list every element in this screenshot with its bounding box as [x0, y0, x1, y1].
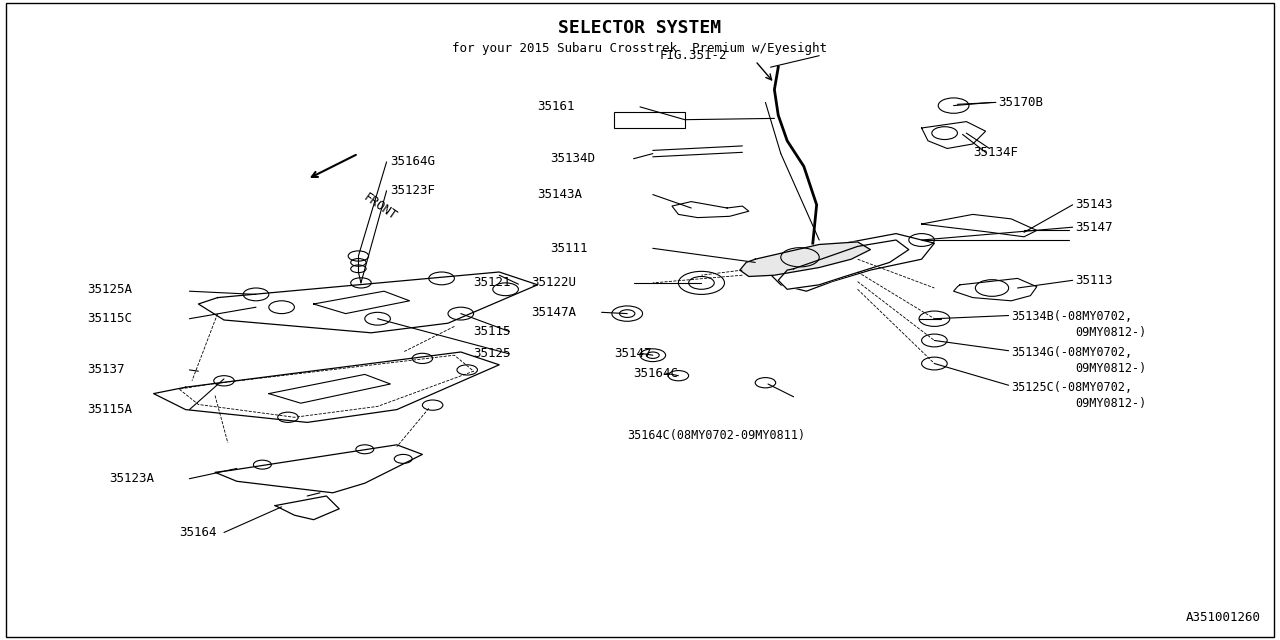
- Text: 35164C: 35164C: [634, 367, 678, 380]
- Text: 35164: 35164: [179, 526, 216, 539]
- Text: 35122U: 35122U: [531, 276, 576, 289]
- Text: 35111: 35111: [550, 242, 588, 255]
- Polygon shape: [778, 240, 909, 289]
- Text: 35115: 35115: [474, 325, 511, 338]
- Text: 35137: 35137: [87, 364, 124, 376]
- Text: 35121: 35121: [474, 276, 511, 289]
- Text: 35147A: 35147A: [531, 306, 576, 319]
- Text: SELECTOR SYSTEM: SELECTOR SYSTEM: [558, 19, 722, 37]
- Text: FRONT: FRONT: [361, 191, 399, 223]
- Text: 35125: 35125: [474, 348, 511, 360]
- Text: 35134B(-08MY0702,: 35134B(-08MY0702,: [1011, 310, 1133, 323]
- Text: 35143A: 35143A: [538, 188, 582, 201]
- Text: 35147: 35147: [1075, 221, 1112, 234]
- Text: for your 2015 Subaru Crosstrek  Premium w/Eyesight: for your 2015 Subaru Crosstrek Premium w…: [453, 42, 827, 54]
- Text: 35113: 35113: [1075, 274, 1112, 287]
- Text: 35134F: 35134F: [973, 146, 1018, 159]
- Text: 09MY0812-): 09MY0812-): [1075, 362, 1147, 374]
- Text: 35170B: 35170B: [998, 96, 1043, 109]
- Polygon shape: [740, 242, 870, 276]
- Bar: [614, 112, 685, 128]
- Text: 35123F: 35123F: [390, 184, 435, 197]
- Text: 35161: 35161: [538, 100, 575, 113]
- Text: FIG.351-2: FIG.351-2: [659, 49, 727, 62]
- Text: 35134G(-08MY0702,: 35134G(-08MY0702,: [1011, 346, 1133, 358]
- Text: 35123A: 35123A: [109, 472, 154, 485]
- Text: 35125C(-08MY0702,: 35125C(-08MY0702,: [1011, 381, 1133, 394]
- Text: 35134D: 35134D: [550, 152, 595, 165]
- Text: A351001260: A351001260: [1185, 611, 1261, 624]
- Text: 09MY0812-): 09MY0812-): [1075, 326, 1147, 339]
- Text: 35164C(08MY0702-09MY0811): 35164C(08MY0702-09MY0811): [627, 429, 805, 442]
- Text: 35125A: 35125A: [87, 283, 132, 296]
- Text: 35164G: 35164G: [390, 156, 435, 168]
- Text: 09MY0812-): 09MY0812-): [1075, 397, 1147, 410]
- Text: 35115C: 35115C: [87, 312, 132, 325]
- Text: 35115A: 35115A: [87, 403, 132, 416]
- Text: 35143: 35143: [1075, 198, 1112, 211]
- Text: 35147: 35147: [614, 347, 652, 360]
